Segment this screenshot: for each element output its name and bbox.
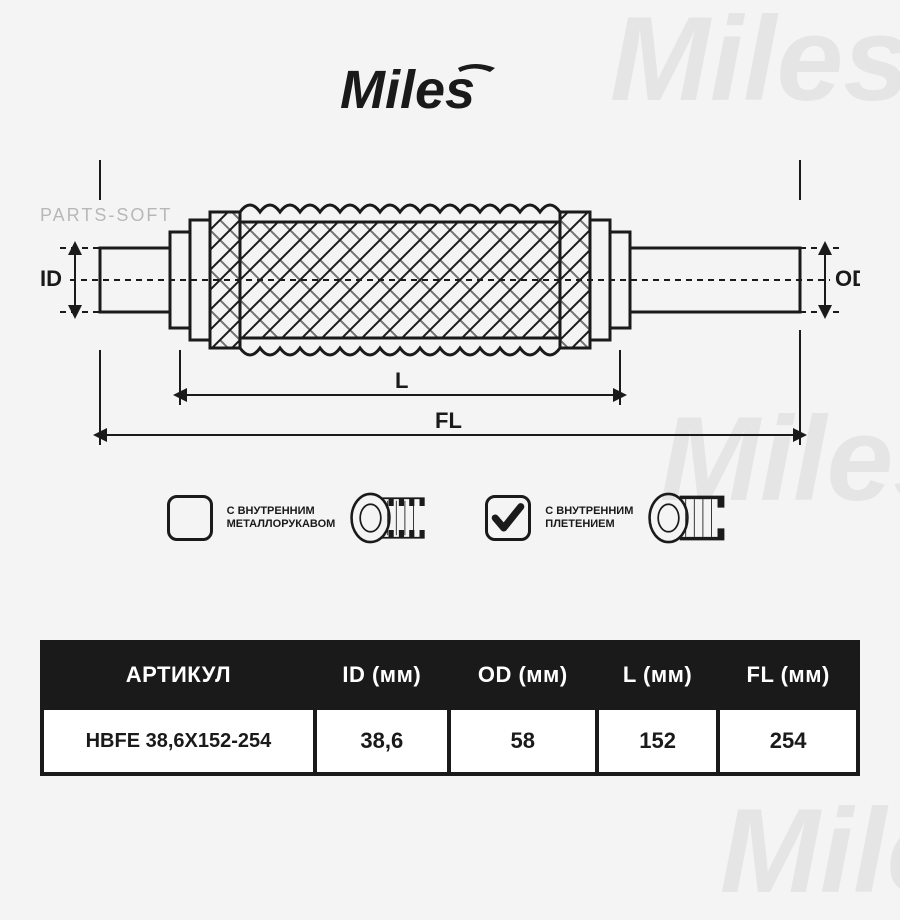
- sleeve-smooth-icon: [647, 490, 733, 546]
- col-article: АРТИКУЛ: [42, 642, 315, 708]
- table-row: HBFE 38,6X152-254 38,6 58 152 254: [42, 708, 858, 774]
- cell-fl: 254: [718, 708, 858, 774]
- options-row: С ВНУТРЕННИМ МЕТАЛЛОРУКАВОМ С ВНУТРЕННИМ…: [0, 490, 900, 546]
- id-label: ID: [40, 266, 62, 291]
- col-id: ID (мм): [315, 642, 449, 708]
- cell-od: 58: [449, 708, 597, 774]
- technical-diagram: ID OD L FL: [40, 140, 860, 460]
- option-label: С ВНУТРЕННИМ МЕТАЛЛОРУКАВОМ: [227, 505, 336, 531]
- cell-article: HBFE 38,6X152-254: [42, 708, 315, 774]
- col-fl: FL (мм): [718, 642, 858, 708]
- option-inner-braid: С ВНУТРЕННИМ ПЛЕТЕНИЕМ: [485, 490, 733, 546]
- option-metal-sleeve: С ВНУТРЕННИМ МЕТАЛЛОРУКАВОМ: [167, 490, 436, 546]
- watermark: Miles: [720, 782, 900, 920]
- cell-id: 38,6: [315, 708, 449, 774]
- cell-l: 152: [597, 708, 719, 774]
- check-icon: [491, 501, 525, 535]
- checkbox-checked: [485, 495, 531, 541]
- od-label: OD: [835, 266, 860, 291]
- sleeve-ribbed-icon: [349, 490, 435, 546]
- brand-logo: Miles: [0, 60, 900, 125]
- l-label: L: [395, 368, 408, 393]
- table-header-row: АРТИКУЛ ID (мм) OD (мм) L (мм) FL (мм): [42, 642, 858, 708]
- col-od: OD (мм): [449, 642, 597, 708]
- fl-label: FL: [435, 408, 462, 433]
- spec-table: АРТИКУЛ ID (мм) OD (мм) L (мм) FL (мм) H…: [40, 640, 860, 776]
- brand-text: Miles: [340, 60, 475, 120]
- option-label: С ВНУТРЕННИМ ПЛЕТЕНИЕМ: [545, 505, 633, 531]
- checkbox-unchecked: [167, 495, 213, 541]
- col-l: L (мм): [597, 642, 719, 708]
